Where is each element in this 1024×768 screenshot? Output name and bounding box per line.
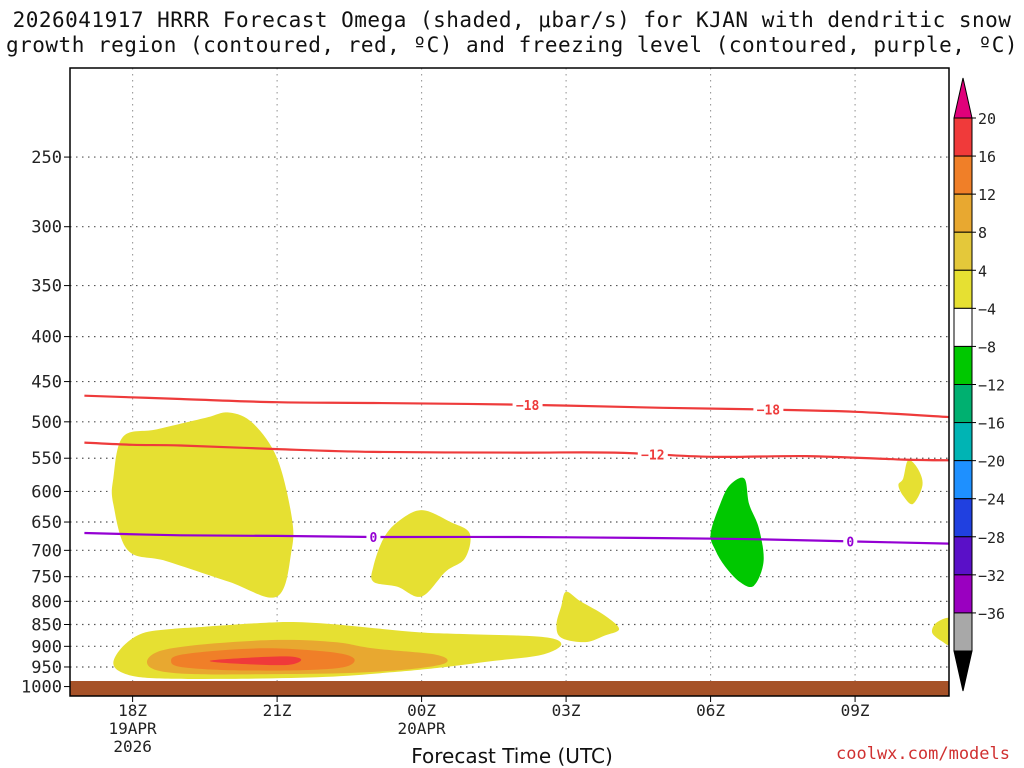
colorbar-label-8: −16 [978, 415, 1005, 433]
x-tick-label-09Z: 09Z [841, 701, 870, 720]
omega-region-8 [209, 656, 302, 666]
y-tick-label-450: 450 [31, 373, 62, 393]
colorbar-box-13 [953, 612, 973, 652]
y-tick-label-900: 900 [31, 637, 62, 657]
contour-label-bg--12-0 [637, 446, 668, 463]
colorbar-box-2 [953, 193, 973, 233]
x-tick-date-00Z: 20APR [398, 719, 447, 738]
y-tick-label-850: 850 [31, 615, 62, 635]
omega-shaded-regions [111, 412, 949, 679]
colorbar-label-4: 4 [978, 262, 987, 280]
colorbar-box-11 [953, 536, 973, 576]
colorbar-label-1: 16 [978, 148, 996, 166]
x-tick-label-03Z: 03Z [552, 701, 581, 720]
colorbar-label-0: 20 [978, 110, 996, 128]
contour-label-bg-0-1 [843, 533, 858, 550]
colorbar-box-6 [953, 345, 973, 385]
x-tick-date-18Z: 19APR [109, 719, 158, 738]
colorbar-label-3: 8 [978, 224, 987, 242]
colorbar-box-0 [953, 117, 973, 157]
y-tick-label-250: 250 [31, 148, 62, 168]
x-tick-label-18Z: 18Z [118, 701, 147, 720]
omega-region-2 [556, 591, 620, 643]
chart-title-line2: growth region (contoured, red, ºC) and f… [5, 33, 1019, 57]
contour-label--18-1: −18 [757, 404, 781, 419]
y-tick-label-1000: 1000 [21, 678, 62, 698]
colorbar-box-5 [953, 307, 973, 347]
y-tick-label-300: 300 [31, 218, 62, 238]
colorbar-label-11: −28 [978, 529, 1005, 547]
colorbar-label-6: −8 [978, 338, 996, 356]
colorbar-label-12: −32 [978, 567, 1005, 585]
omega-region-1 [371, 510, 471, 597]
ground-strip [70, 681, 949, 696]
colorbar-label-9: −20 [978, 453, 1005, 471]
y-tick-label-700: 700 [31, 541, 62, 561]
colorbar-box-7 [953, 384, 973, 424]
colorbar-label-2: 12 [978, 186, 996, 204]
x-tick-year-18Z: 2026 [113, 737, 152, 756]
x-tick-label-06Z: 06Z [696, 701, 725, 720]
contour-label-0-1: 0 [846, 535, 854, 550]
y-tick-label-600: 600 [31, 482, 62, 502]
y-tick-label-550: 550 [31, 449, 62, 469]
contour-line--12 [84, 441, 949, 462]
colorbar-box-9 [953, 460, 973, 500]
y-axis-pressure: 2503003504004505005506006507007508008509… [21, 148, 70, 698]
contour-label-bg--18-0 [512, 396, 543, 413]
y-tick-label-650: 650 [31, 513, 62, 533]
y-tick-label-950: 950 [31, 658, 62, 678]
y-tick-label-400: 400 [31, 328, 62, 348]
contour-line-0 [84, 531, 949, 545]
plot-background [70, 68, 949, 696]
omega-region-4 [898, 459, 923, 505]
omega-region-9 [710, 477, 764, 588]
y-tick-label-350: 350 [31, 277, 62, 297]
contour-label-bg-0-0 [366, 529, 381, 546]
y-tick-label-750: 750 [31, 568, 62, 588]
y-tick-label-500: 500 [31, 413, 62, 433]
colorbar-label-10: −24 [978, 491, 1005, 509]
contour-label--18-0: −18 [516, 399, 540, 414]
colorbar-box-8 [953, 422, 973, 462]
x-tick-label-21Z: 21Z [263, 701, 292, 720]
credit-text: coolwx.com/models [836, 744, 1010, 764]
colorbar-label-13: −36 [978, 605, 1005, 623]
colorbar: 20 16 12 8 4 −4 −8 −12 −16 −20 −24 −28 −32 −36 [953, 77, 1005, 692]
colorbar-box-4 [953, 269, 973, 309]
temperature-contours: −18 −18 −12 0 0 [84, 394, 949, 550]
colorbar-box-12 [953, 574, 973, 614]
colorbar-box-10 [953, 498, 973, 538]
x-axis-label: Forecast Time (UTC) [411, 744, 613, 768]
colorbar-box-3 [953, 231, 973, 271]
omega-region-3 [931, 617, 949, 646]
contour-label--12-0: −12 [641, 448, 664, 463]
colorbar-top-arrow [953, 77, 973, 119]
colorbar-box-1 [953, 155, 973, 195]
contour-label-0-0: 0 [370, 531, 378, 546]
colorbar-label-5: −4 [978, 300, 996, 318]
contour-label-bg--18-1 [753, 401, 784, 418]
colorbar-label-7: −12 [978, 377, 1005, 395]
y-tick-label-800: 800 [31, 592, 62, 612]
x-tick-label-00Z: 00Z [407, 701, 436, 720]
omega-region-0 [111, 412, 294, 598]
chart-title-line1: 2026041917 HRRR Forecast Omega (shaded, … [12, 8, 1012, 32]
colorbar-bottom-arrow [953, 650, 973, 692]
